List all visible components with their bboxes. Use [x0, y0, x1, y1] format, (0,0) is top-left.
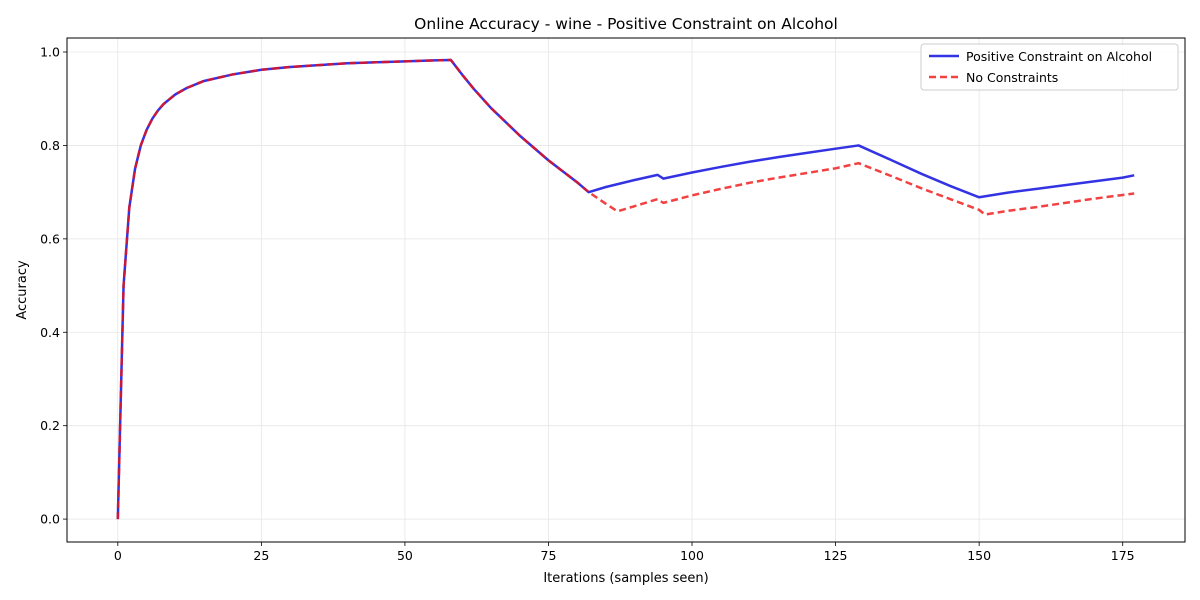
ticks: 0 25 50 75 100 125 150 175 0.0 0.2 0.4 0.6 0.8 1.0 — [40, 45, 1135, 563]
y-tick-label: 0.6 — [40, 231, 60, 246]
x-tick-label: 100 — [680, 548, 704, 563]
series-lines — [116, 58, 1135, 520]
x-tick-label: 75 — [541, 548, 557, 563]
plot-frame — [66, 37, 1186, 543]
legend-box — [920, 43, 1179, 91]
x-axis-label: Iterations (samples seen) — [543, 571, 708, 586]
legend: Positive Constraint on Alcohol No Constr… — [920, 43, 1179, 91]
y-tick-label: 0.8 — [40, 138, 60, 153]
y-axis-label: Accuracy — [15, 260, 30, 320]
legend-label-positive-constraint: Positive Constraint on Alcohol — [966, 49, 1152, 64]
x-tick-label: 175 — [1111, 548, 1135, 563]
y-tick-label: 1.0 — [40, 45, 60, 60]
x-tick-label: 125 — [824, 548, 848, 563]
plot-area — [67, 38, 1185, 542]
y-tick-label: 0.0 — [40, 512, 60, 527]
chart-title: Online Accuracy - wine - Positive Constr… — [414, 15, 838, 33]
grid — [67, 38, 1185, 542]
x-tick-label: 150 — [967, 548, 991, 563]
series-line-no-constraints — [116, 58, 1135, 520]
y-tick-label: 0.2 — [40, 418, 60, 433]
legend-label-no-constraints: No Constraints — [966, 70, 1058, 85]
x-tick-label: 50 — [397, 548, 413, 563]
x-tick-label: 0 — [114, 548, 122, 563]
y-tick-label: 0.4 — [40, 325, 60, 340]
x-tick-label: 25 — [253, 548, 269, 563]
